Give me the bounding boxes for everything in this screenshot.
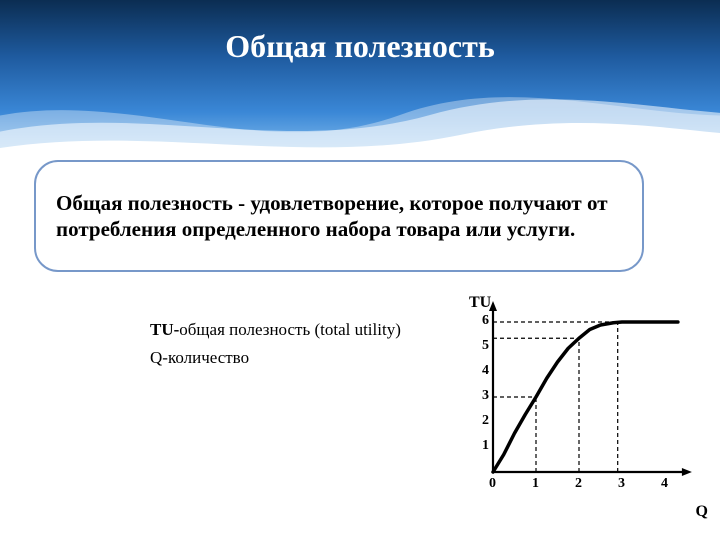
legend-q: Q-количество	[150, 348, 401, 368]
page-title: Общая полезность	[0, 28, 720, 65]
x-tick-label: 3	[618, 476, 625, 492]
y-tick-label: 2	[475, 413, 489, 429]
definition-text: Общая полезность - удовлетворение, котор…	[56, 190, 622, 243]
y-tick-label: 1	[475, 438, 489, 454]
legend-tu: ТU-общая полезность (total utility)	[150, 320, 401, 340]
x-tick-label: 2	[575, 476, 582, 492]
x-tick-label: 1	[532, 476, 539, 492]
chart-legend: ТU-общая полезность (total utility) Q-ко…	[150, 320, 401, 376]
y-tick-label: 3	[475, 388, 489, 404]
tu-chart: TU Q 12345601234	[475, 300, 700, 515]
wave-decoration	[0, 60, 720, 160]
definition-box: Общая полезность - удовлетворение, котор…	[34, 160, 644, 272]
y-tick-label: 4	[475, 363, 489, 379]
header-banner: Общая полезность	[0, 0, 720, 160]
x-tick-label: 4	[661, 476, 668, 492]
x-tick-label: 0	[489, 476, 496, 492]
y-tick-label: 5	[475, 338, 489, 354]
y-tick-label: 6	[475, 313, 489, 329]
